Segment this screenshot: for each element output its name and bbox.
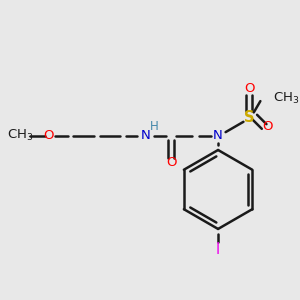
Text: I: I: [216, 242, 220, 257]
Text: O: O: [44, 129, 54, 142]
Text: S: S: [244, 110, 254, 124]
Text: N: N: [213, 129, 223, 142]
Text: O: O: [262, 120, 273, 133]
Text: N: N: [141, 129, 151, 142]
Text: CH$_3$: CH$_3$: [8, 128, 34, 143]
Text: O: O: [166, 156, 176, 169]
Text: H: H: [150, 120, 158, 133]
Text: O: O: [244, 82, 254, 95]
Text: CH$_3$: CH$_3$: [273, 91, 299, 106]
